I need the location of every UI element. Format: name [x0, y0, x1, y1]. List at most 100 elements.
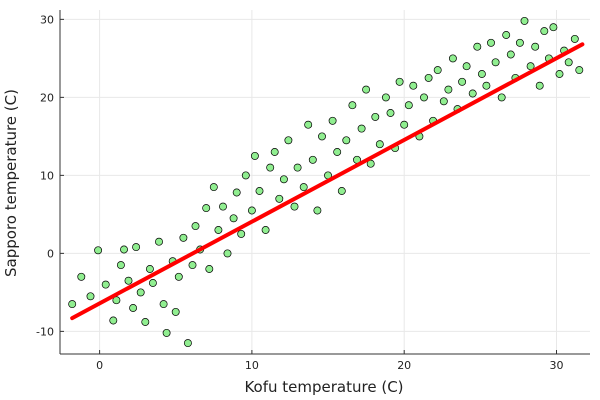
y-tick-label: 20 — [40, 91, 54, 104]
scatter-point — [540, 27, 549, 36]
scatter-point — [502, 31, 511, 39]
scatter-point — [395, 77, 404, 86]
scatter-point — [444, 85, 453, 94]
scatter-point — [348, 101, 357, 110]
scatter-point — [229, 214, 238, 223]
scatter-point — [318, 132, 326, 141]
scatter-point — [468, 89, 477, 98]
scatter-point — [386, 109, 395, 117]
axes — [59, 10, 590, 355]
scatter-point — [223, 249, 232, 258]
scatter-point — [487, 38, 495, 47]
scatter-point — [371, 112, 380, 121]
scatter-point — [482, 81, 491, 90]
scatter-point — [188, 261, 197, 270]
y-tick-label: 10 — [40, 169, 54, 182]
scatter-point — [179, 233, 188, 242]
scatter-point — [549, 23, 558, 32]
y-tick-label: 30 — [40, 13, 54, 26]
scatter-point — [477, 70, 486, 78]
scatter-point — [342, 136, 351, 145]
fit-line — [70, 42, 585, 321]
scatter-point — [191, 222, 200, 231]
scatter-point — [337, 187, 346, 195]
scatter-point — [141, 318, 150, 326]
scatter-point — [132, 243, 141, 252]
x-tick-label: 20 — [397, 359, 411, 372]
scatter-point — [214, 226, 223, 234]
x-tick-label: 30 — [549, 359, 563, 372]
scatter-point — [159, 300, 168, 309]
scatter-point — [424, 73, 433, 82]
scatter-point — [94, 246, 103, 255]
scatter-point — [564, 58, 573, 67]
scatter-point — [120, 245, 128, 254]
scatter-point — [162, 328, 171, 337]
x-tick-label: 0 — [96, 359, 103, 372]
scatter-points — [68, 16, 584, 348]
y-tick-label: 0 — [47, 247, 54, 260]
scatter-point — [279, 175, 288, 184]
scatter-point — [148, 279, 157, 287]
scatter-point — [205, 265, 214, 273]
scatter-point — [237, 229, 246, 238]
scatter-point — [555, 70, 564, 78]
scatter-point — [313, 206, 322, 215]
scatter-point — [375, 140, 384, 149]
scatter-point — [116, 261, 125, 270]
scatter-point — [171, 307, 180, 316]
scatter-point — [304, 120, 313, 129]
scatter-point — [381, 93, 390, 102]
scatter-point — [404, 101, 413, 110]
fit-line-layer — [70, 42, 585, 321]
scatter-point — [526, 62, 535, 71]
scatter-point — [473, 42, 482, 51]
scatter-point — [409, 81, 418, 90]
scatter-point — [124, 276, 133, 285]
scatter-point — [219, 202, 227, 211]
scatter-point — [86, 292, 95, 301]
scatter-point — [145, 265, 154, 273]
scatter-point — [497, 93, 506, 102]
scatter-point — [183, 339, 192, 348]
scatter-point — [293, 163, 302, 172]
scatter-point — [290, 202, 299, 211]
scatter-point — [68, 300, 77, 309]
scatter-point — [109, 316, 118, 325]
x-ticks: 0 10 20 30 — [96, 350, 563, 372]
scatter-point — [101, 280, 110, 289]
x-axis-title: Kofu temperature (C) — [244, 378, 403, 396]
scatter-point — [299, 183, 308, 192]
scatter-point — [155, 237, 163, 246]
scatter-point — [275, 194, 284, 203]
scatter-point — [284, 136, 293, 145]
scatter-point — [308, 155, 317, 164]
scatter-point — [202, 204, 211, 213]
scatter-point — [209, 183, 218, 192]
scatter-point — [575, 66, 584, 75]
scatter-point — [270, 148, 279, 156]
scatter-point — [458, 77, 467, 86]
scatter-point — [261, 226, 270, 234]
scatter-point — [400, 120, 409, 129]
scatter-point — [129, 304, 138, 312]
scatter-point — [491, 58, 500, 67]
scatter-point — [250, 151, 259, 160]
scatter-point — [241, 171, 250, 180]
scatter-point — [174, 272, 183, 281]
scatter-point — [362, 85, 371, 94]
y-axis-title: Sapporo temperature (C) — [2, 89, 20, 277]
scatter-point — [570, 34, 579, 43]
scatter-point — [77, 272, 86, 281]
scatter-point — [136, 288, 145, 297]
scatter-point — [439, 97, 448, 106]
y-ticks: -10 0 10 20 30 — [36, 13, 64, 338]
scatter-point — [420, 93, 428, 102]
scatter-point — [255, 187, 264, 195]
scatter-point — [531, 42, 540, 51]
scatter-point — [357, 124, 366, 133]
scatter-point — [535, 81, 544, 90]
scatter-point — [328, 116, 337, 125]
scatter-point — [462, 62, 471, 71]
